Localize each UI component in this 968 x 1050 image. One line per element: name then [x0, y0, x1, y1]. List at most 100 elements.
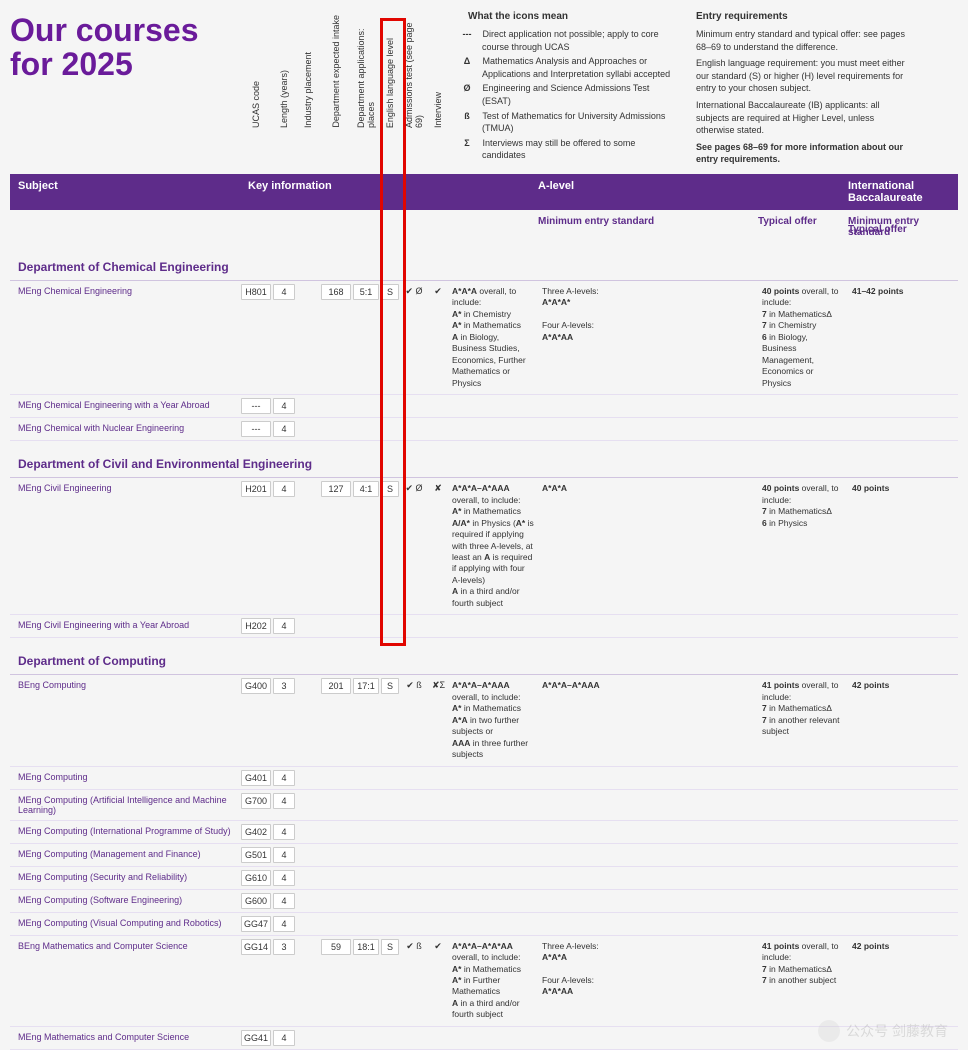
- rotated-header: Interview: [428, 90, 448, 130]
- watermark: 公众号 剑藤教育: [818, 1020, 948, 1042]
- alevel-typical: Three A-levels:A*A*AFour A-levels:A*A*AA: [538, 936, 758, 1003]
- course-name: MEng Computing (Visual Computing and Rob…: [10, 913, 240, 933]
- app-places-ratio: 5:1: [353, 284, 379, 300]
- empty: [538, 395, 758, 405]
- interview: [428, 615, 448, 625]
- empty: [448, 790, 538, 800]
- admissions-test: ✔ Ø: [400, 281, 428, 302]
- course-name: MEng Civil Engineering with a Year Abroa…: [10, 615, 240, 635]
- admissions-test: [400, 395, 428, 405]
- empty: [448, 395, 538, 405]
- entry-req-line: International Baccalaureate (IB) applica…: [696, 99, 906, 137]
- english-level: S: [381, 284, 399, 300]
- legend-item: Ø Engineering and Science Admissions Tes…: [468, 82, 678, 107]
- course-name: MEng Computing (Security and Reliability…: [10, 867, 240, 887]
- rotated-header: Department expected intake: [320, 13, 352, 130]
- empty: [758, 395, 848, 405]
- top-section: Our courses for 2025 UCAS codeLength (ye…: [10, 10, 958, 166]
- alevel-typical: A*A*A: [538, 478, 758, 499]
- empty: [758, 418, 848, 428]
- legend-item: --- Direct application not possible; app…: [468, 28, 678, 53]
- hdr-spacer: [750, 174, 840, 210]
- empty: [848, 790, 948, 800]
- empty: [538, 790, 758, 800]
- ucas-code: G610: [241, 870, 271, 886]
- admissions-test: [400, 767, 428, 777]
- english-level: [380, 1027, 400, 1037]
- english-level: S: [381, 939, 399, 955]
- admissions-test: [400, 418, 428, 428]
- dept-intake: [320, 844, 352, 854]
- ib-min-std: 41 points overall, to include:7 in Mathe…: [758, 675, 848, 742]
- english-level: [380, 844, 400, 854]
- app-places-ratio: 17:1: [353, 678, 379, 694]
- dept-intake: [320, 767, 352, 777]
- ucas-code: G401: [241, 770, 271, 786]
- dept-intake: 59: [321, 939, 351, 955]
- legend-heading: What the icons mean: [468, 10, 678, 24]
- app-places-ratio: 4:1: [353, 481, 379, 497]
- interview: [428, 1027, 448, 1037]
- app-places-ratio: [352, 913, 380, 923]
- course-row: MEng Computing (Security and Reliability…: [10, 867, 958, 890]
- industry-placement: [296, 790, 320, 800]
- admissions-test: ✔ Ø: [400, 478, 428, 499]
- interview: [428, 821, 448, 831]
- admissions-test: [400, 890, 428, 900]
- app-places-ratio: [352, 767, 380, 777]
- legend-item: Σ Interviews may still be offered to som…: [468, 137, 678, 162]
- empty: [758, 790, 848, 800]
- sub-min: Minimum entry standard: [530, 210, 750, 244]
- english-level: [380, 395, 400, 405]
- admissions-test: ✔ ß: [400, 936, 428, 957]
- title-line: Our courses: [10, 12, 199, 48]
- interview: ✔: [428, 281, 448, 302]
- english-level: [380, 913, 400, 923]
- length-years: 4: [273, 618, 295, 634]
- empty: [538, 767, 758, 777]
- industry-placement: [296, 844, 320, 854]
- department-heading: Department of Civil and Environmental En…: [10, 441, 958, 478]
- empty: [448, 1027, 538, 1037]
- industry-placement: [296, 936, 320, 946]
- empty: [758, 844, 848, 854]
- course-row: MEng Civil EngineeringH20141274:1S✔ Ø✘A*…: [10, 478, 958, 615]
- empty: [538, 913, 758, 923]
- dept-intake: [320, 913, 352, 923]
- english-level: [380, 418, 400, 428]
- icons-legend: What the icons mean --- Direct applicati…: [468, 10, 678, 166]
- empty: [848, 890, 948, 900]
- english-level: [380, 615, 400, 625]
- empty: [848, 395, 948, 405]
- empty: [848, 418, 948, 428]
- rotated-header: Industry placement: [296, 50, 320, 130]
- ucas-code: H801: [241, 284, 271, 300]
- empty: [538, 615, 758, 625]
- empty: [538, 867, 758, 877]
- course-row: MEng Chemical EngineeringH80141685:1S✔ Ø…: [10, 281, 958, 395]
- app-places-ratio: [352, 1027, 380, 1037]
- sub-header: Minimum entry standard Typical offer Min…: [10, 210, 958, 244]
- dept-intake: [320, 890, 352, 900]
- header-bar: Subject Key information A-level Internat…: [10, 174, 958, 210]
- ucas-code: G400: [241, 678, 271, 694]
- industry-placement: [296, 1027, 320, 1037]
- course-name: MEng Chemical Engineering with a Year Ab…: [10, 395, 240, 415]
- hdr-subject: Subject: [10, 174, 240, 210]
- length-years: 3: [273, 939, 295, 955]
- department-heading: Department of Chemical Engineering: [10, 244, 958, 281]
- rotated-header: Length (years): [272, 68, 296, 130]
- course-row: MEng Computing (Visual Computing and Rob…: [10, 913, 958, 936]
- page-wrap: Our courses for 2025 UCAS codeLength (ye…: [0, 0, 968, 1050]
- ucas-code: G501: [241, 847, 271, 863]
- industry-placement: [296, 867, 320, 877]
- length-years: 3: [273, 678, 295, 694]
- empty: [448, 767, 538, 777]
- empty: [758, 767, 848, 777]
- length-years: 4: [273, 398, 295, 414]
- hdr-alevel: A-level: [530, 174, 750, 210]
- empty: [848, 867, 948, 877]
- interview: [428, 767, 448, 777]
- ucas-code: G402: [241, 824, 271, 840]
- entry-req-line: English language requirement: you must m…: [696, 57, 906, 95]
